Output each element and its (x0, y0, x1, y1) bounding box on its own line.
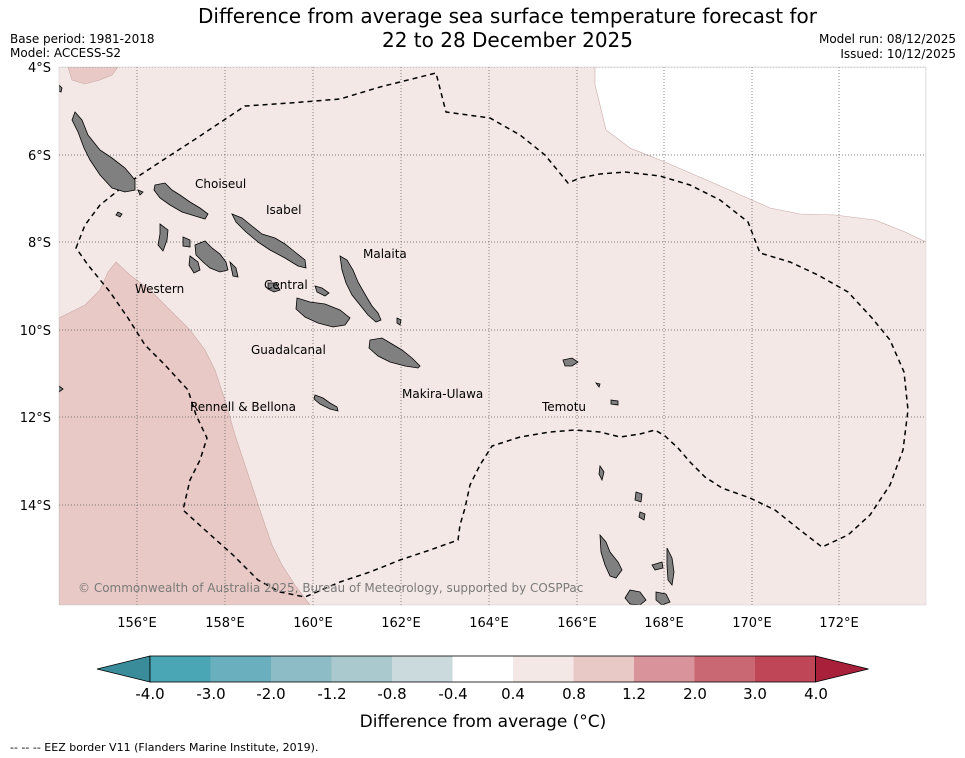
eez-legend-footnote: -- -- -- EEZ border V11 (Flanders Marine… (10, 741, 318, 754)
anomaly-neutral-region (594, 67, 926, 243)
lat-label-12s: 12°S (20, 411, 51, 426)
colorbar-segment (452, 656, 514, 682)
lat-label-10s: 10°S (20, 324, 51, 339)
lon-label-172e: 172°E (819, 616, 859, 631)
island-vanuatu-8 (655, 591, 671, 605)
lon-label-158e: 158°E (205, 616, 245, 631)
colorbar-segment (150, 656, 211, 682)
colorbar-tick-label: -0.4 (438, 685, 467, 703)
colorbar-tick-label: -1.2 (317, 685, 346, 703)
colorbar-tick-label: 1.2 (622, 685, 646, 703)
island-choiseul-2 (153, 182, 209, 220)
province-label-isabel: Isabel (266, 203, 301, 217)
colorbar-tick-label: -0.8 (377, 685, 406, 703)
island-new-georgia-5 (229, 260, 239, 278)
lon-label-166e: 166°E (557, 616, 597, 631)
colorbar-extend-high (815, 655, 869, 683)
island-west-edge (59, 385, 64, 393)
base-period-label: Base period: 1981-2018 (10, 32, 155, 46)
island-new-georgia-2 (182, 236, 191, 248)
island-bougainville (59, 84, 63, 93)
lat-label-14s: 14°S (20, 499, 51, 514)
island-temotu-3 (610, 399, 619, 406)
island-vanuatu-7 (638, 511, 646, 521)
lat-label-6s: 6°S (28, 149, 51, 164)
lon-label-162e: 162°E (381, 616, 421, 631)
colorbar-segment (271, 656, 332, 682)
colorbar-segment (392, 656, 453, 682)
lat-label-4s: 4°S (28, 61, 51, 76)
island-vanuatu-4 (666, 547, 675, 586)
province-label-guadalcanal: Guadalcanal (251, 343, 326, 357)
island-vanuatu-6 (598, 464, 605, 482)
island-new-georgia-1 (157, 223, 169, 252)
island-choiseul (71, 111, 136, 193)
anomaly-fill-0.8-1.2-west (59, 261, 311, 605)
title-line-1: Difference from average sea surface temp… (197, 4, 817, 28)
island-santa-isabel (231, 213, 307, 269)
chart-title: Difference from average sea surface temp… (0, 0, 965, 58)
island-small-1 (115, 211, 123, 218)
map-area: Choiseul Isabel Malaita Western Central … (59, 67, 926, 605)
colorbar-segment (513, 656, 574, 682)
island-rennell (313, 394, 339, 412)
province-label-western: Western (135, 282, 184, 296)
colorbar-tick-label: 0.8 (562, 685, 586, 703)
island-new-georgia-4 (188, 255, 201, 274)
model-run-label: Model run: 08/12/2025 (818, 32, 956, 46)
colorbar-segment (694, 656, 756, 682)
island-vanuatu-3 (651, 561, 664, 571)
island-makira (368, 337, 421, 369)
island-small-3 (396, 317, 402, 326)
lon-label-156e: 156°E (117, 616, 157, 631)
colorbar-tick-label: -3.0 (196, 685, 225, 703)
island-vanuatu-5 (634, 491, 643, 503)
colorbar (96, 655, 869, 683)
island-malaita (339, 255, 382, 323)
colorbar-segment (331, 656, 393, 682)
island-central-1 (267, 282, 281, 293)
anomaly-fill-0.8-1.2-north (67, 67, 119, 85)
colorbar-tick-label: -4.0 (135, 685, 164, 703)
lon-label-170e: 170°E (732, 616, 772, 631)
island-temotu-2 (595, 382, 601, 388)
lon-label-160e: 160°E (293, 616, 333, 631)
colorbar-title: Difference from average (°C) (360, 712, 607, 732)
island-guadalcanal (295, 297, 351, 328)
island-temotu-1 (562, 357, 579, 367)
province-label-malaita: Malaita (363, 247, 407, 261)
colorbar-tick-label: 4.0 (804, 685, 828, 703)
colorbar-tick-label: 3.0 (743, 685, 767, 703)
colorbar-tick-label: 2.0 (683, 685, 707, 703)
province-label-choiseul: Choiseul (195, 177, 246, 191)
colorbar-segment (210, 656, 272, 682)
colorbar-segment (573, 656, 635, 682)
island-vanuatu-1 (599, 533, 623, 579)
lon-label-168e: 168°E (644, 616, 684, 631)
colorbar-tick-label: -2.0 (256, 685, 285, 703)
colorbar-extend-low (96, 655, 151, 683)
province-label-makira-ulawa: Makira-Ulawa (402, 387, 483, 401)
model-label: Model: ACCESS-S2 (10, 46, 122, 60)
lat-label-8s: 8°S (28, 236, 51, 251)
map-frame (58, 66, 927, 606)
province-label-rennell-bellona: Rennell & Bellona (190, 400, 296, 414)
copyright-notice: © Commonwealth of Australia 2025, Bureau… (78, 581, 583, 595)
province-label-central: Central (264, 278, 308, 292)
colorbar-segment (755, 656, 816, 682)
lon-label-164e: 164°E (469, 616, 509, 631)
island-small-2 (137, 189, 144, 196)
issued-label: Issued: 10/12/2025 (840, 47, 956, 61)
province-label-temotu: Temotu (541, 400, 586, 414)
colorbar-tick-label: 0.4 (501, 685, 525, 703)
island-new-georgia-3 (194, 240, 229, 273)
colorbar-frame (149, 655, 816, 683)
title-line-2: 22 to 28 December 2025 (381, 28, 633, 52)
eez-border (75, 72, 909, 598)
land-masses (59, 84, 675, 605)
island-central-2 (314, 285, 330, 297)
island-vanuatu-2 (624, 589, 647, 605)
colorbar-segment (634, 656, 695, 682)
